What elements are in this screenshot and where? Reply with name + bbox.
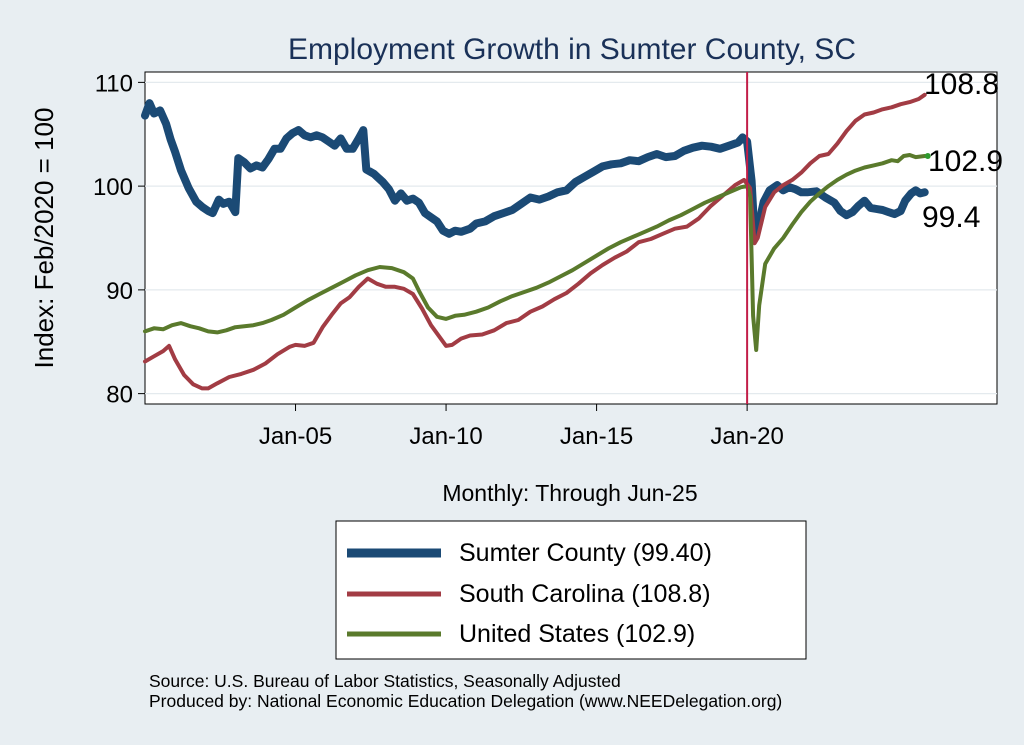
end-label-united-states: 102.9: [928, 145, 1003, 178]
y-tick-label-80: 80: [106, 382, 133, 409]
end-label-sumter-county: 99.4: [922, 201, 980, 234]
legend: Sumter County (99.40) South Carolina (10…: [335, 520, 807, 660]
end-label-south-carolina: 108.8: [924, 68, 999, 101]
y-axis: 80 90 100 110: [93, 70, 145, 409]
y-tick-label-90: 90: [106, 278, 133, 305]
y-tick-label-110: 110: [95, 70, 133, 97]
legend-label-united-states: United States (102.9): [459, 620, 695, 648]
source-note: Source: U.S. Bureau of Labor Statistics,…: [149, 671, 621, 691]
y-tick-label-100: 100: [93, 174, 133, 201]
series-line-united-states: [143, 153, 927, 352]
x-axis-label: Monthly: Through Jun-25: [442, 480, 697, 506]
legend-label-south-carolina: South Carolina (108.8): [459, 580, 711, 608]
x-tick-label-Jan-15: Jan-15: [560, 423, 633, 450]
series-line-south-carolina: [143, 92, 927, 391]
footer: Source: U.S. Bureau of Labor Statistics,…: [149, 671, 782, 711]
y-axis-label: Index: Feb/2020 = 100: [29, 108, 59, 369]
series-layer: [141, 92, 931, 391]
legend-label-sumter-county: Sumter County (99.40): [459, 539, 712, 567]
plot-area: [144, 71, 998, 405]
x-axis: Jan-05 Jan-10 Jan-15 Jan-20: [259, 404, 784, 450]
legend-box: [335, 520, 807, 660]
x-tick-label-Jan-10: Jan-10: [409, 423, 482, 450]
series-end-marker-united-states: [924, 153, 931, 160]
producer-note: Produced by: National Economic Education…: [149, 691, 783, 711]
x-tick-label-Jan-20: Jan-20: [710, 423, 783, 450]
chart-title: Employment Growth in Sumter County, SC: [288, 33, 856, 66]
x-tick-label-Jan-05: Jan-05: [259, 423, 332, 450]
series-line-sumter-county: [141, 99, 929, 242]
